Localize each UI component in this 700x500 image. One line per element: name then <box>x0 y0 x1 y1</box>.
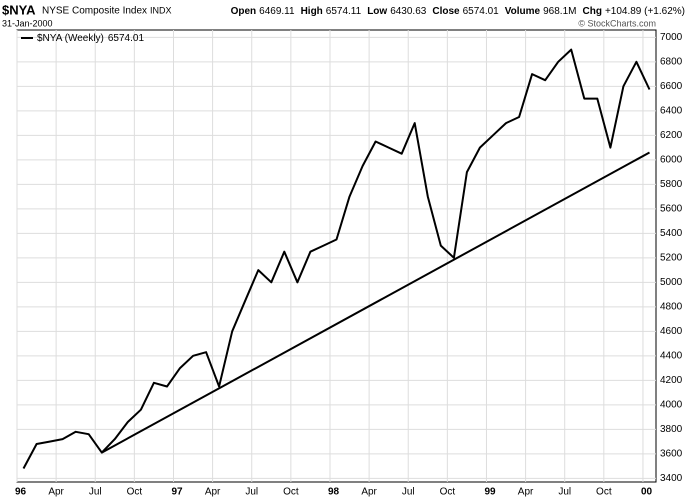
quote: Open 6469.11 High 6574.11 Low 6430.63 Close 657… <box>231 6 685 17</box>
y-tick-label: 6400 <box>660 105 683 116</box>
x-tick-label: Oct <box>440 487 456 498</box>
y-tick-label: 5000 <box>660 277 683 288</box>
exchange: INDX <box>150 5 172 15</box>
quote-value: +104.89 (+1.62%) <box>605 6 685 17</box>
quote-value: 6430.63 <box>390 6 427 17</box>
quote-label: Close <box>432 6 460 17</box>
x-tick-label: 98 <box>328 487 340 498</box>
x-tick-label: Jul <box>402 487 415 498</box>
y-tick-label: 3800 <box>660 424 683 435</box>
x-tick-label: Apr <box>205 487 221 498</box>
y-tick-label: 4600 <box>660 326 683 337</box>
legend-name: $NYA (Weekly) <box>37 33 104 44</box>
x-tick-label: 97 <box>171 487 183 498</box>
x-tick-label: Oct <box>283 487 299 498</box>
x-tick-label: 00 <box>641 487 653 498</box>
y-tick-label: 6000 <box>660 154 683 165</box>
y-tick-label: 5800 <box>660 179 683 190</box>
quote-value: 6574.01 <box>463 6 500 17</box>
x-tick-label: 99 <box>484 487 496 498</box>
x-tick-label: Oct <box>127 487 143 498</box>
y-tick-label: 6800 <box>660 56 683 67</box>
y-tick-label: 7000 <box>660 32 683 43</box>
date: 31-Jan-2000 <box>2 18 53 28</box>
legend-entry: $NYA (Weekly) 6574.01 <box>37 33 144 44</box>
y-tick-label: 6200 <box>660 130 683 141</box>
y-tick-label: 4000 <box>660 399 683 410</box>
y-tick-label: 4800 <box>660 301 683 312</box>
y-tick-label: 5600 <box>660 203 683 214</box>
y-tick-label: 3600 <box>660 448 683 459</box>
trend-line <box>101 151 650 454</box>
y-tick-label: 4200 <box>660 375 683 386</box>
x-tick-label: Jul <box>558 487 571 498</box>
y-tick-label: 5200 <box>660 252 683 263</box>
quote-value: 968.1M <box>543 6 576 17</box>
x-tick-label: Jul <box>89 487 102 498</box>
x-tick-label: Oct <box>596 487 612 498</box>
y-tick-label: 5400 <box>660 228 683 239</box>
quote-label: High <box>301 6 323 17</box>
credit: © StockCharts.com <box>578 18 656 28</box>
quote-value: 6469.11 <box>259 6 295 17</box>
quote-label: Low <box>367 6 387 17</box>
quote-value: 6574.11 <box>326 6 362 17</box>
y-tick-label: 4400 <box>660 350 683 361</box>
plot-frame <box>16 29 657 483</box>
x-tick-label: Jul <box>245 487 258 498</box>
quote-label: Chg <box>582 6 601 17</box>
price-line <box>22 48 651 469</box>
index-name: NYSE Composite Index <box>42 6 147 17</box>
x-tick-label: Apr <box>518 487 534 498</box>
legend-last-value: 6574.01 <box>108 33 145 44</box>
x-tick-label: Apr <box>361 487 377 498</box>
x-tick-label: 96 <box>15 487 27 498</box>
y-tick-label: 3400 <box>660 473 683 484</box>
symbol: $NYA <box>2 2 36 17</box>
quote-label: Volume <box>505 6 541 17</box>
y-tick-label: 6600 <box>660 81 683 92</box>
quote-label: Open <box>231 6 257 17</box>
x-tick-label: Apr <box>48 487 64 498</box>
